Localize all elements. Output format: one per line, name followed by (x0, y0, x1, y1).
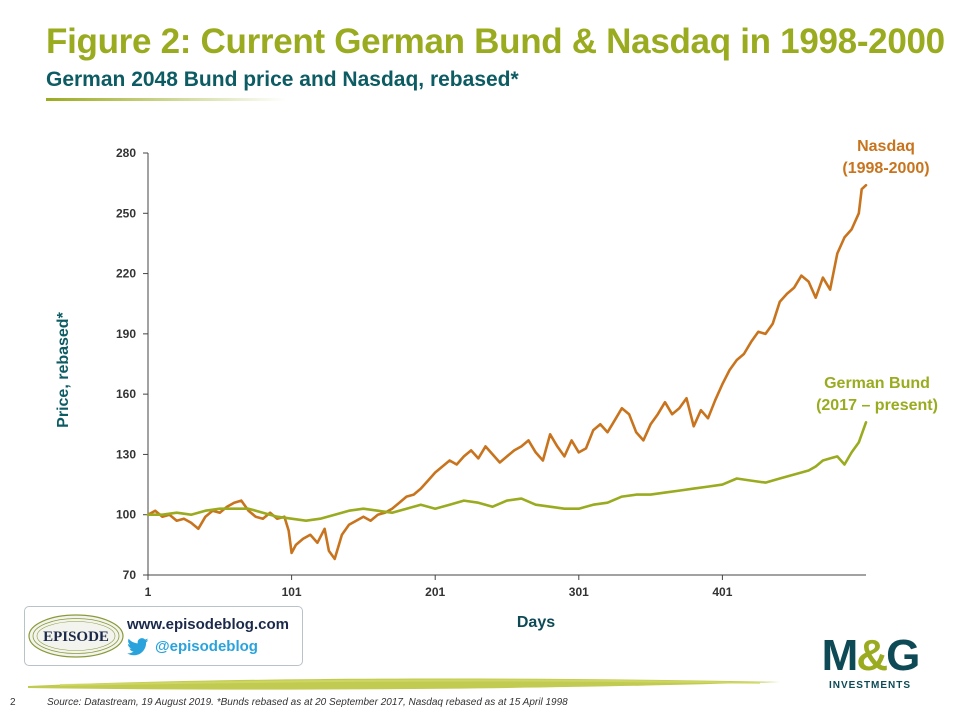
series-label-0: Nasdaq (857, 138, 915, 155)
chart-ticks: 70 100 130 160 190 220 250 280 1 101 201 301 401 (116, 146, 733, 599)
series-label-0: (1998-2000) (842, 160, 929, 177)
x-tick-label: 1 (145, 585, 152, 599)
y-tick-label: 100 (116, 508, 136, 522)
chart-axes (147, 153, 866, 576)
twitter-handle-link[interactable]: @episodeblog (155, 638, 258, 655)
x-tick-label: 101 (282, 585, 302, 599)
y-tick-label: 190 (116, 327, 136, 341)
y-tick-label: 280 (116, 146, 136, 160)
x-axis-label: Days (517, 614, 555, 631)
x-tick-label: 401 (712, 585, 732, 599)
x-tick-label: 201 (425, 585, 445, 599)
chart-series (146, 183, 868, 561)
y-tick-label: 130 (116, 447, 136, 461)
mg-logo-ampersand: & (856, 631, 888, 680)
page-title: Figure 2: Current German Bund & Nasdaq i… (46, 22, 945, 61)
y-tick-label: 160 (116, 387, 136, 401)
page-subtitle: German 2048 Bund price and Nasdaq, rebas… (46, 68, 519, 91)
mg-investments-logo: M&G INVESTMENTS (812, 634, 928, 692)
episode-logo-text: EPISODE (43, 629, 109, 645)
chart-series-labels: Nasdaq (1998-2000) German Bund (2017 – pres… (816, 138, 938, 414)
blog-url-link[interactable]: www.episodeblog.com (127, 616, 289, 633)
mg-logo-m: M (821, 631, 859, 680)
y-tick-label: 220 (116, 267, 136, 281)
series-label-1: German Bund (824, 375, 930, 392)
source-note: Source: Datastream, 19 August 2019. *Bun… (47, 697, 568, 708)
footer-brush-stroke (28, 678, 780, 690)
series-line-0 (146, 183, 868, 561)
blog-promo-box: EPISODE www.episodeblog.com @episodeblog (24, 606, 303, 666)
mg-logo-mark: M&G (812, 634, 928, 678)
y-tick-label: 70 (123, 568, 137, 582)
y-axis-label: Price, rebased* (55, 311, 72, 427)
mg-logo-subtext: INVESTMENTS (828, 680, 912, 691)
series-line-1 (146, 420, 868, 523)
episode-logo: EPISODE (28, 614, 124, 658)
mg-logo-g: G (886, 631, 920, 680)
line-chart: 70 100 130 160 190 220 250 280 1 101 201 301 401 Nas… (55, 138, 938, 631)
twitter-icon[interactable] (127, 638, 149, 656)
title-divider (46, 98, 286, 101)
series-label-1: (2017 – present) (816, 397, 938, 414)
x-tick-label: 301 (569, 585, 589, 599)
y-tick-label: 250 (116, 206, 136, 220)
page-number: 2 (10, 697, 16, 708)
